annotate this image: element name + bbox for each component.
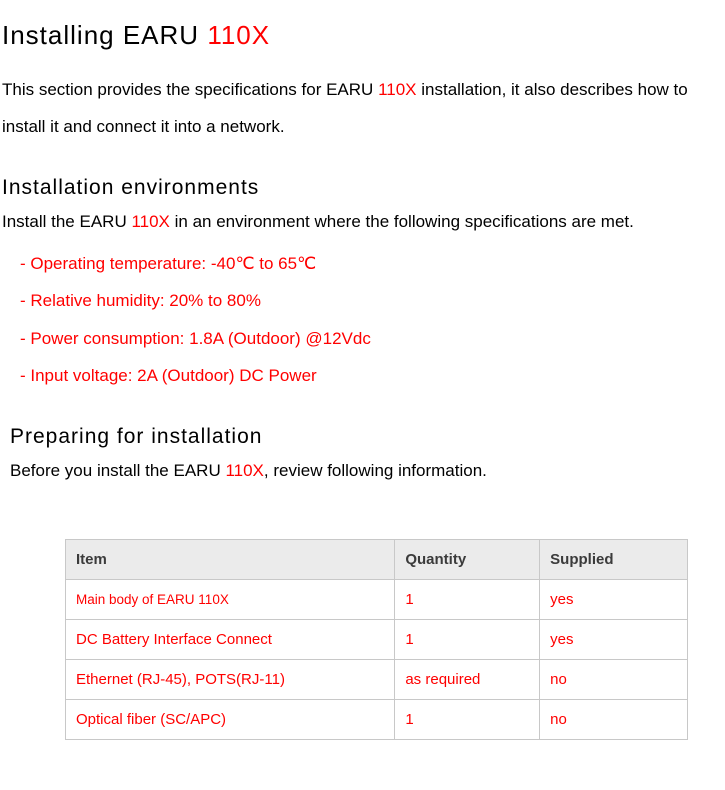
prep-text-part1: Before you install the EARU [10, 461, 225, 480]
table-cell-supplied: yes [540, 619, 688, 659]
spec-item: - Power consumption: 1.8A (Outdoor) @12V… [20, 320, 725, 357]
prep-heading: Preparing for installation [10, 425, 725, 449]
table-row: Ethernet (RJ-45), POTS(RJ-11) as require… [66, 659, 688, 699]
title-prefix: Installing EARU [2, 20, 207, 50]
table-cell-item: Main body of EARU 110X [66, 579, 395, 619]
table-cell-item: Ethernet (RJ-45), POTS(RJ-11) [66, 659, 395, 699]
page-title: Installing EARU 110X [0, 20, 725, 51]
table-header-row: Item Quantity Supplied [66, 539, 688, 579]
table-cell-item: DC Battery Interface Connect [66, 619, 395, 659]
table-cell-quantity: 1 [395, 699, 540, 739]
intro-model: 110X [378, 80, 416, 99]
table-row: Optical fiber (SC/APC) 1 no [66, 699, 688, 739]
items-table: Item Quantity Supplied Main body of EARU… [65, 539, 688, 740]
table-row: Main body of EARU 110X 1 yes [66, 579, 688, 619]
table-cell-supplied: no [540, 659, 688, 699]
spec-item: - Relative humidity: 20% to 80% [20, 282, 725, 319]
env-text-part1: Install the EARU [2, 212, 131, 231]
table-cell-quantity: as required [395, 659, 540, 699]
table-header-quantity: Quantity [395, 539, 540, 579]
table-header-supplied: Supplied [540, 539, 688, 579]
table-cell-quantity: 1 [395, 619, 540, 659]
title-model: 110X [207, 20, 270, 50]
intro-part1: This section provides the specifications… [2, 80, 378, 99]
spec-item: - Input voltage: 2A (Outdoor) DC Power [20, 357, 725, 394]
prep-text-part2: , review following information. [264, 461, 487, 480]
table-cell-supplied: yes [540, 579, 688, 619]
table-cell-quantity: 1 [395, 579, 540, 619]
prep-text-model: 110X [225, 461, 263, 480]
env-text: Install the EARU 110X in an environment … [0, 208, 725, 235]
spec-list: - Operating temperature: -40℃ to 65℃ - R… [0, 245, 725, 395]
spec-item: - Operating temperature: -40℃ to 65℃ [20, 245, 725, 282]
prep-section: Preparing for installation Before you in… [0, 425, 725, 484]
table-cell-item: Optical fiber (SC/APC) [66, 699, 395, 739]
table-header-item: Item [66, 539, 395, 579]
env-text-model: 110X [131, 212, 169, 231]
intro-paragraph: This section provides the specifications… [0, 71, 725, 146]
table-cell-supplied: no [540, 699, 688, 739]
env-text-part2: in an environment where the following sp… [170, 212, 634, 231]
env-heading: Installation environments [0, 176, 725, 200]
table-row: DC Battery Interface Connect 1 yes [66, 619, 688, 659]
prep-text: Before you install the EARU 110X, review… [10, 457, 725, 484]
